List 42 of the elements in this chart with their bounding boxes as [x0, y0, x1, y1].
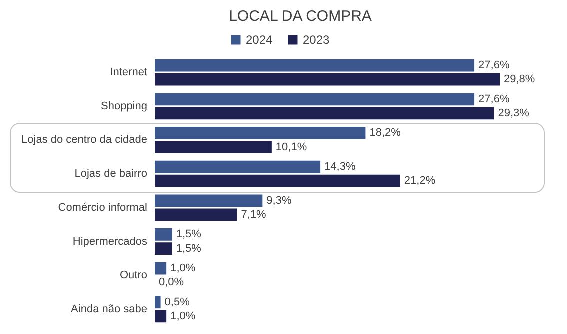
y-tick-label: Internet	[110, 66, 148, 79]
bar	[155, 160, 321, 174]
data-label: 29,8%	[504, 74, 536, 86]
bar	[155, 310, 167, 323]
bar	[155, 141, 272, 154]
data-label: 27,6%	[478, 93, 510, 106]
data-label: 10,1%	[276, 141, 308, 154]
bar	[155, 296, 161, 309]
bar	[155, 107, 494, 120]
data-label: 9,3%	[266, 194, 292, 207]
bar	[155, 93, 475, 106]
y-tick-label: Lojas de bairro	[74, 168, 148, 180]
y-tick-label: Comércio informal	[58, 202, 148, 214]
y-tick-label: Shopping	[101, 100, 148, 112]
bar	[155, 242, 172, 255]
bar	[155, 174, 400, 188]
data-label: 27,6%	[478, 60, 510, 72]
bar	[155, 228, 172, 241]
bar	[155, 262, 167, 275]
legend-label: 2024	[246, 33, 274, 47]
data-label: 1,0%	[170, 310, 196, 322]
data-label: 1,0%	[170, 262, 196, 275]
bar	[155, 73, 500, 86]
legend-label: 2023	[303, 33, 330, 47]
data-label: 14,3%	[324, 161, 356, 174]
data-label: 1,5%	[176, 242, 202, 255]
bar	[155, 127, 366, 140]
y-tick-label: Ainda não sabe	[71, 303, 148, 316]
data-label: 7,1%	[241, 208, 266, 221]
bar	[155, 208, 238, 222]
data-label: 29,3%	[498, 107, 530, 120]
bar	[155, 59, 475, 72]
bar	[155, 194, 263, 208]
y-tick-label: Outro	[120, 270, 148, 282]
data-label: 0,0%	[159, 276, 184, 289]
data-label: 0,5%	[164, 296, 190, 308]
data-label: 21,2%	[404, 175, 436, 188]
y-tick-label: Hipermercados	[72, 236, 148, 248]
chart-title: LOCAL DA COMPRA	[229, 8, 372, 25]
data-label: 18,2%	[370, 127, 402, 140]
data-label: 1,5%	[176, 228, 202, 241]
y-tick-label: Lojas do centro da cidade	[22, 134, 148, 146]
